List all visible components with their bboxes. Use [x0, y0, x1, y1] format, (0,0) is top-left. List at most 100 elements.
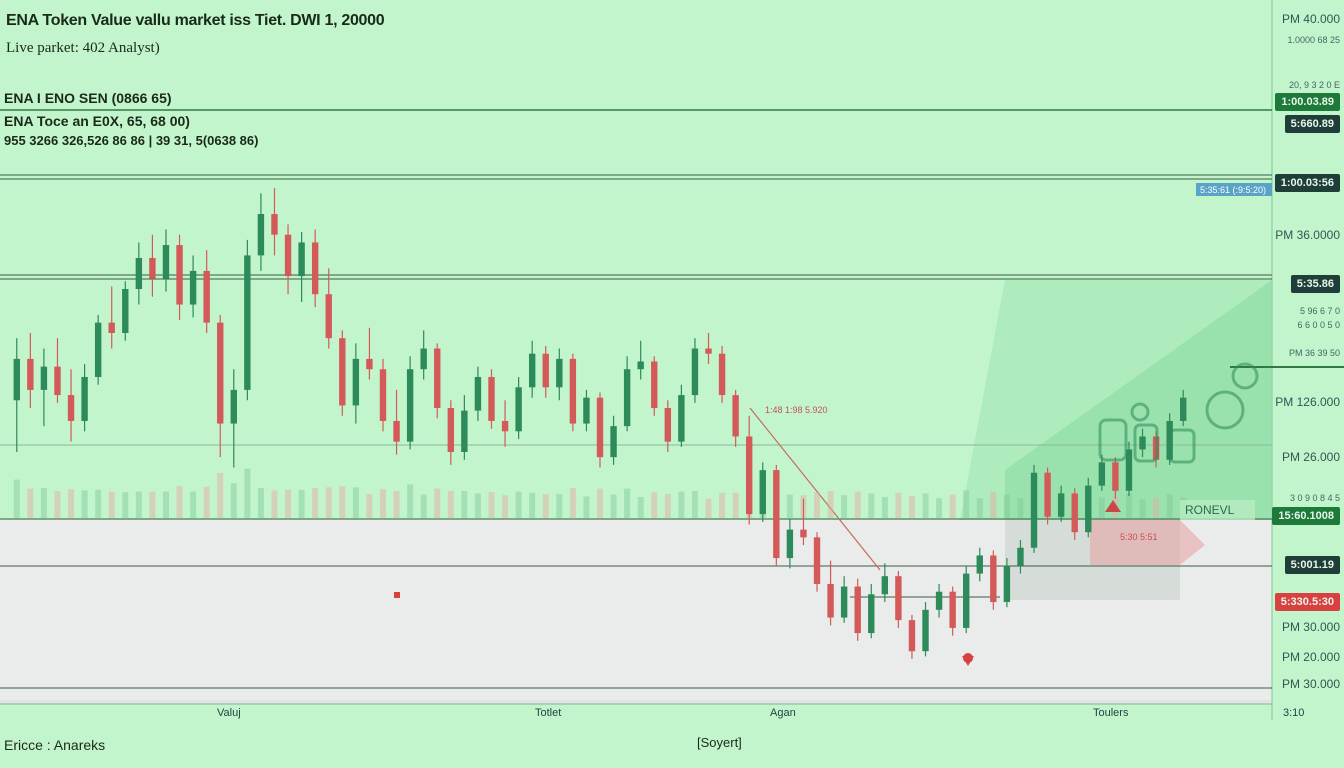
- candle-body[interactable]: [976, 555, 983, 574]
- candle-body[interactable]: [311, 242, 319, 295]
- candle-body[interactable]: [854, 586, 861, 634]
- candle-body[interactable]: [759, 470, 766, 515]
- candle-body[interactable]: [1003, 565, 1011, 603]
- candle-body[interactable]: [406, 369, 414, 442]
- candle-body[interactable]: [1098, 462, 1106, 486]
- candle-body[interactable]: [461, 410, 468, 452]
- candle-body[interactable]: [434, 348, 441, 409]
- candle-body[interactable]: [651, 361, 658, 409]
- candle-body[interactable]: [678, 395, 685, 442]
- candle-body[interactable]: [623, 369, 631, 427]
- candle-body[interactable]: [610, 426, 617, 458]
- candle-body[interactable]: [108, 322, 115, 333]
- candle-body[interactable]: [556, 358, 563, 388]
- candle-body[interactable]: [284, 234, 292, 277]
- candle-body[interactable]: [420, 348, 427, 370]
- candle-body[interactable]: [1071, 493, 1078, 533]
- candle-body[interactable]: [27, 358, 34, 390]
- candle-body[interactable]: [1139, 436, 1146, 450]
- watermark-glyph: [1205, 390, 1245, 430]
- candle-body[interactable]: [1085, 485, 1092, 533]
- candle-body[interactable]: [488, 376, 495, 421]
- candle-body[interactable]: [745, 436, 753, 515]
- candle-body[interactable]: [135, 257, 143, 290]
- blue-tag-label: 5:35:61 (:9:5:20): [1200, 185, 1266, 195]
- candle-body[interactable]: [1030, 472, 1038, 548]
- candle-body[interactable]: [366, 358, 373, 370]
- candle-body[interactable]: [474, 376, 482, 411]
- candle-body[interactable]: [664, 408, 672, 442]
- volume-bar: [420, 494, 427, 518]
- candle-body[interactable]: [339, 338, 346, 406]
- candle-body[interactable]: [189, 270, 197, 305]
- candle-body[interactable]: [149, 257, 156, 279]
- candle-body[interactable]: [732, 395, 739, 437]
- candle-body[interactable]: [935, 591, 943, 610]
- candle-body[interactable]: [162, 245, 170, 279]
- candle-body[interactable]: [583, 397, 590, 424]
- candle-body[interactable]: [54, 366, 61, 396]
- candle-body[interactable]: [705, 348, 712, 354]
- candle-body[interactable]: [352, 358, 360, 406]
- candle-body[interactable]: [908, 620, 916, 652]
- candle-body[interactable]: [786, 529, 794, 559]
- candle-body[interactable]: [298, 242, 305, 277]
- candle-body[interactable]: [895, 576, 902, 621]
- candle-body[interactable]: [40, 366, 48, 390]
- volume-bar: [719, 492, 726, 518]
- candle-body[interactable]: [990, 555, 997, 603]
- mid-label: 5:30 5:51: [1120, 532, 1158, 542]
- volume-bar: [841, 495, 848, 518]
- candle-body[interactable]: [596, 397, 604, 458]
- candle-body[interactable]: [81, 376, 88, 421]
- volume-bar: [81, 490, 88, 518]
- volume-bar: [271, 490, 278, 518]
- candle-body[interactable]: [813, 537, 821, 584]
- candle-body[interactable]: [949, 591, 956, 628]
- candle-body[interactable]: [1180, 397, 1187, 421]
- candle-body[interactable]: [542, 353, 549, 388]
- candle-body[interactable]: [963, 573, 970, 628]
- candle-body[interactable]: [501, 420, 509, 432]
- candle-body[interactable]: [244, 255, 251, 390]
- candle-body[interactable]: [1017, 547, 1024, 566]
- red-projection-arrow: [1090, 520, 1205, 565]
- candle-body[interactable]: [1044, 472, 1051, 517]
- candle-body[interactable]: [881, 576, 889, 595]
- candle-body[interactable]: [569, 358, 577, 424]
- candle-body[interactable]: [773, 470, 780, 559]
- candle-body[interactable]: [528, 353, 536, 388]
- candle-body[interactable]: [515, 387, 522, 432]
- candle-body[interactable]: [13, 358, 20, 401]
- candle-body[interactable]: [217, 322, 224, 424]
- candle-body[interactable]: [868, 594, 875, 634]
- price-tick-label: 20, 9 3 2 0 E: [1288, 80, 1340, 90]
- volume-bar: [447, 491, 454, 518]
- candle-body[interactable]: [1057, 493, 1065, 517]
- candle-body[interactable]: [393, 420, 400, 442]
- volume-bar: [27, 488, 34, 518]
- candle-body[interactable]: [230, 389, 237, 424]
- candle-body[interactable]: [176, 245, 183, 305]
- candle-body[interactable]: [827, 583, 834, 618]
- candle-body[interactable]: [203, 270, 210, 323]
- candle-body[interactable]: [637, 361, 644, 370]
- candle-body[interactable]: [94, 322, 102, 377]
- candle-body[interactable]: [922, 609, 929, 652]
- candle-body[interactable]: [800, 529, 807, 538]
- candle-body[interactable]: [271, 214, 278, 235]
- candle-body[interactable]: [257, 214, 265, 256]
- candle-body[interactable]: [1112, 462, 1119, 491]
- candle-body[interactable]: [691, 348, 699, 396]
- candle-body[interactable]: [840, 586, 848, 618]
- candle-body[interactable]: [447, 408, 455, 452]
- candle-body[interactable]: [325, 294, 332, 339]
- candle-body[interactable]: [379, 369, 387, 421]
- volume-bar: [854, 491, 861, 518]
- candle-body[interactable]: [1125, 449, 1133, 491]
- candle-body[interactable]: [67, 395, 75, 421]
- candle-body[interactable]: [718, 353, 726, 396]
- candle-body[interactable]: [122, 289, 129, 333]
